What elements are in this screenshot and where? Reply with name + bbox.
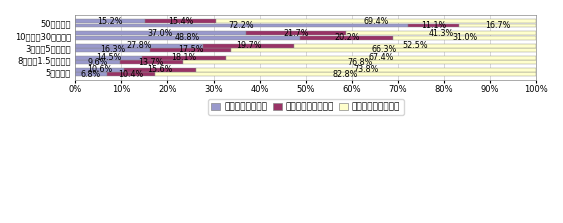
Text: 27.8%: 27.8% — [127, 41, 152, 50]
Text: 13.7%: 13.7% — [138, 58, 164, 67]
Bar — [231, 48, 537, 52]
Bar — [124, 68, 196, 72]
Text: 16.3%: 16.3% — [100, 45, 126, 54]
Bar — [119, 60, 182, 64]
Text: 14.5%: 14.5% — [96, 53, 122, 62]
Bar — [196, 68, 536, 72]
Text: 31.0%: 31.0% — [452, 33, 477, 42]
Text: 15.4%: 15.4% — [168, 17, 194, 26]
Bar — [75, 36, 300, 40]
Text: 10.4%: 10.4% — [118, 70, 143, 79]
Text: 19.7%: 19.7% — [236, 41, 262, 50]
Text: 18.1%: 18.1% — [171, 53, 196, 62]
Bar — [346, 31, 536, 35]
Bar — [106, 72, 155, 76]
Text: 73.8%: 73.8% — [354, 66, 379, 74]
Bar — [246, 31, 346, 35]
Text: 6.8%: 6.8% — [81, 70, 101, 79]
Bar — [459, 24, 536, 27]
Text: 17.5%: 17.5% — [178, 45, 203, 54]
Text: 52.5%: 52.5% — [403, 41, 428, 50]
Bar — [294, 43, 536, 47]
Bar — [75, 68, 124, 72]
Bar — [226, 56, 536, 60]
Bar — [75, 43, 203, 47]
Text: 15.2%: 15.2% — [97, 17, 123, 26]
Bar — [142, 56, 226, 60]
Bar — [75, 24, 408, 27]
Text: 10.6%: 10.6% — [87, 66, 113, 74]
Bar — [300, 36, 394, 40]
Bar — [216, 19, 536, 23]
Text: 37.0%: 37.0% — [148, 29, 173, 38]
Bar — [155, 72, 536, 76]
Bar — [182, 60, 537, 64]
Bar — [75, 72, 106, 76]
Bar — [203, 43, 294, 47]
Bar — [75, 31, 246, 35]
Text: 76.8%: 76.8% — [347, 58, 372, 67]
Bar — [75, 56, 142, 60]
Text: 21.7%: 21.7% — [283, 29, 309, 38]
Bar — [75, 48, 150, 52]
Bar — [394, 36, 536, 40]
Text: 82.8%: 82.8% — [333, 70, 358, 79]
Text: 72.2%: 72.2% — [229, 21, 254, 30]
Text: 9.6%: 9.6% — [87, 58, 108, 67]
Legend: 詳細な議事録公表, 簡単な議事概要公表, 作成するが公表せず: 詳細な議事録公表, 簡単な議事概要公表, 作成するが公表せず — [208, 99, 404, 115]
Bar — [150, 48, 231, 52]
Text: 48.8%: 48.8% — [175, 33, 200, 42]
Bar — [75, 60, 119, 64]
Bar — [75, 19, 145, 23]
Text: 11.1%: 11.1% — [421, 21, 446, 30]
Text: 20.2%: 20.2% — [334, 33, 359, 42]
Text: 67.4%: 67.4% — [368, 53, 394, 62]
Text: 69.4%: 69.4% — [364, 17, 389, 26]
Bar — [145, 19, 216, 23]
Bar — [408, 24, 459, 27]
Text: 41.3%: 41.3% — [428, 29, 454, 38]
Text: 15.6%: 15.6% — [148, 66, 173, 74]
Text: 66.3%: 66.3% — [371, 45, 396, 54]
Text: 16.7%: 16.7% — [485, 21, 510, 30]
